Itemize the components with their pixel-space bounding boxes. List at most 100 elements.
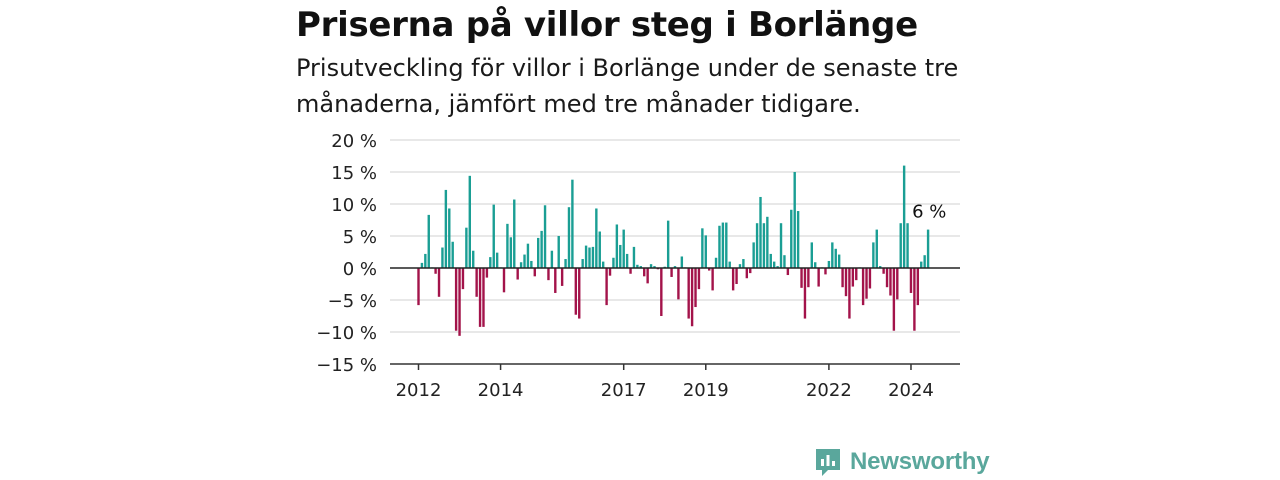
bar xyxy=(827,260,831,268)
bar xyxy=(502,268,506,293)
bar xyxy=(920,261,923,268)
bar xyxy=(766,216,769,268)
bar xyxy=(913,268,916,331)
bar xyxy=(872,242,875,268)
bar xyxy=(697,268,701,290)
bar xyxy=(882,268,885,274)
chart-subtitle: Prisutveckling för villor i Borlänge und… xyxy=(296,54,959,118)
y-tick-label: −15 % xyxy=(316,355,377,376)
bar xyxy=(906,223,909,268)
axes xyxy=(390,267,960,365)
bar xyxy=(841,268,844,288)
bar xyxy=(786,268,790,276)
bar xyxy=(543,205,547,268)
bar xyxy=(749,268,752,274)
bar xyxy=(537,237,540,268)
bar xyxy=(489,257,492,268)
y-tick-label: −5 % xyxy=(328,291,377,312)
bar xyxy=(632,246,636,268)
bar xyxy=(557,236,560,268)
bar xyxy=(916,268,920,306)
bar xyxy=(571,179,574,268)
bar xyxy=(519,262,523,268)
x-tick-label: 2022 xyxy=(806,380,852,401)
bar xyxy=(660,268,663,316)
bar xyxy=(772,261,776,268)
bar xyxy=(458,268,461,336)
chart-title: Priserna på villor steg i Borlänge xyxy=(296,5,918,45)
bar xyxy=(892,268,896,331)
bar xyxy=(550,250,554,268)
bar xyxy=(721,222,725,268)
bar xyxy=(564,259,567,268)
bar xyxy=(776,266,779,268)
bar xyxy=(636,264,639,268)
bar xyxy=(868,268,872,289)
bar xyxy=(629,268,632,274)
bar xyxy=(759,196,762,268)
bar xyxy=(848,268,851,319)
bar xyxy=(530,260,533,268)
x-axis-tick-labels: 2012 2014 2017 2019 2022 2024 xyxy=(396,364,934,401)
bar xyxy=(879,266,882,268)
bar xyxy=(475,268,478,297)
bar xyxy=(574,268,578,315)
bar xyxy=(875,229,878,268)
bar xyxy=(516,268,519,280)
bar xyxy=(865,268,868,299)
bar xyxy=(807,268,810,288)
bar xyxy=(885,268,889,288)
y-tick-label: 5 % xyxy=(343,227,377,248)
bar xyxy=(745,268,749,279)
x-tick-label: 2014 xyxy=(478,380,524,401)
x-tick-label: 2019 xyxy=(683,380,729,401)
brand-name: Newsworthy xyxy=(850,448,990,475)
bar xyxy=(482,268,485,327)
bar xyxy=(639,266,642,268)
bar xyxy=(779,223,783,268)
bar xyxy=(615,224,619,268)
brand-logo: Newsworthy xyxy=(814,446,990,478)
bar xyxy=(851,268,855,287)
bar xyxy=(424,253,427,268)
bar xyxy=(451,241,454,268)
bar xyxy=(810,242,813,268)
bar xyxy=(718,225,721,268)
bar xyxy=(612,257,615,268)
bar xyxy=(735,268,738,284)
bar xyxy=(437,268,441,297)
bar xyxy=(427,214,430,268)
bar xyxy=(731,268,735,291)
annotations: 6 % xyxy=(912,202,946,223)
newsworthy-logo-icon xyxy=(816,449,840,476)
bar xyxy=(694,268,697,308)
bar xyxy=(461,268,465,290)
bar xyxy=(485,268,489,278)
bar xyxy=(742,259,745,268)
grid-lines xyxy=(390,139,960,333)
bar xyxy=(793,172,796,268)
bar xyxy=(769,253,772,268)
bar xyxy=(687,268,690,319)
bar xyxy=(670,268,673,277)
bar xyxy=(420,262,424,268)
bar xyxy=(680,256,684,268)
bar xyxy=(755,223,759,268)
bar xyxy=(495,252,499,268)
bar xyxy=(783,255,786,268)
bar xyxy=(926,229,930,268)
bar xyxy=(902,165,906,268)
y-tick-label: 15 % xyxy=(331,163,377,184)
bar xyxy=(605,268,608,306)
bar xyxy=(533,268,536,277)
x-tick-label: 2024 xyxy=(888,380,934,401)
bar xyxy=(601,261,605,268)
bar xyxy=(625,253,629,268)
bar xyxy=(738,264,742,268)
bar xyxy=(909,268,913,293)
bar xyxy=(598,231,601,268)
bar xyxy=(708,268,711,271)
bar xyxy=(800,268,803,288)
bar xyxy=(844,268,848,297)
bar xyxy=(704,235,707,268)
